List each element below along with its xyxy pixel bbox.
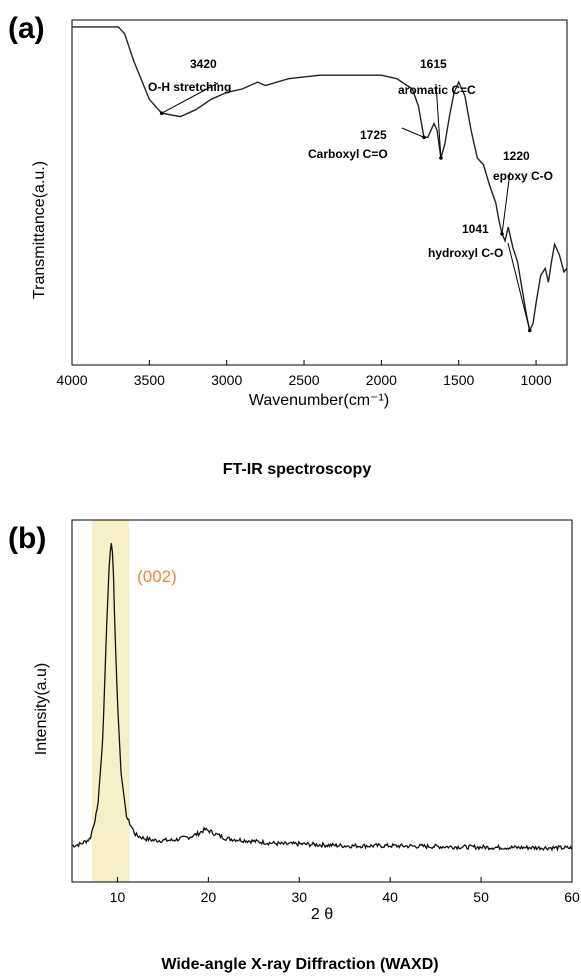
- panel-a-y-axis-label: Transmittance(a.u.): [31, 161, 48, 299]
- panel-a-x-ticks: 4000 3500 3000 2500 2000 1500 1000: [56, 360, 552, 388]
- panel-a-x-tick-label: 1000: [520, 372, 551, 388]
- panel-b-letter: (b): [8, 522, 46, 555]
- panel-b-x-tick-label: 50: [473, 889, 489, 905]
- panel-b-x-tick-label: 40: [382, 889, 398, 905]
- peak-002-label: (002): [137, 567, 177, 586]
- annotation-wavenumber: 1615: [420, 57, 447, 71]
- panel-b-plot-frame: [71, 519, 573, 883]
- annotation-assignment: Carboxyl C=O: [308, 147, 388, 161]
- panel-b-x-ticks: 10 20 30 40 50 60: [110, 877, 580, 905]
- waxd-pattern-line: [71, 543, 573, 852]
- ftir-annotations: 3420 O-H stretching 1725 Carboxyl C=O 1615 ar…: [148, 57, 553, 333]
- annotation-arrow: [507, 242, 531, 331]
- panel-a-x-tick-label: 1500: [443, 372, 474, 388]
- annotation-arrowhead: [500, 232, 504, 236]
- annotation-arrow: [435, 83, 442, 159]
- panel-a-x-tick-label: 2500: [288, 372, 319, 388]
- annotation-wavenumber: 1041: [462, 222, 489, 236]
- annotation-assignment: aromatic C=C: [398, 83, 476, 97]
- panel-a-letter: (a): [8, 12, 45, 45]
- annotation-arrow: [501, 171, 511, 234]
- annotation-arrowhead: [527, 328, 532, 333]
- panel-b-x-tick-label: 30: [291, 889, 307, 905]
- panel-a-x-axis-label: Wavenumber(cm⁻¹): [249, 392, 389, 409]
- annotation-arrowhead: [439, 156, 443, 160]
- panel-a-caption: FT-IR spectroscopy: [223, 461, 372, 478]
- panel-b-x-tick-label: 20: [201, 889, 217, 905]
- annotation-wavenumber: 3420: [190, 57, 217, 71]
- panel-a-x-tick-label: 4000: [56, 372, 87, 388]
- annotation-assignment: epoxy C-O: [493, 169, 553, 183]
- panel-a-x-tick-label: 2000: [366, 372, 397, 388]
- ftir-spectrum-line: [72, 26, 568, 333]
- annotation-assignment: hydroxyl C-O: [428, 246, 503, 260]
- annotation-wavenumber: 1220: [503, 149, 530, 163]
- peak-highlight-band: [92, 520, 130, 882]
- panel-a-x-tick-label: 3000: [211, 372, 242, 388]
- annotation-arrowhead: [159, 111, 164, 115]
- panel-b-caption: Wide-angle X-ray Diffraction (WAXD): [161, 956, 438, 973]
- panel-b: (b) 10 20 30 40 50 60 (002) 2 θ Intensity(a.u…: [8, 519, 580, 973]
- panel-a: (a) 4000 3500 3000 2500 2000 1500 1000 3420 O-H…: [8, 12, 568, 478]
- panel-b-x-tick-label: 60: [564, 889, 580, 905]
- annotation-wavenumber: 1725: [360, 128, 387, 142]
- panel-a-x-tick-label: 3500: [134, 372, 165, 388]
- annotation-arrowhead: [422, 135, 426, 140]
- annotation-arrow: [161, 82, 219, 114]
- annotation-arrow: [401, 127, 425, 138]
- panel-b-x-tick-label: 10: [110, 889, 126, 905]
- panel-b-x-axis-label: 2 θ: [311, 906, 333, 923]
- annotation-assignment: O-H stretching: [148, 80, 231, 94]
- panel-a-plot-frame: [71, 19, 568, 366]
- panel-b-y-axis-label: Intensity(a.u): [33, 663, 50, 755]
